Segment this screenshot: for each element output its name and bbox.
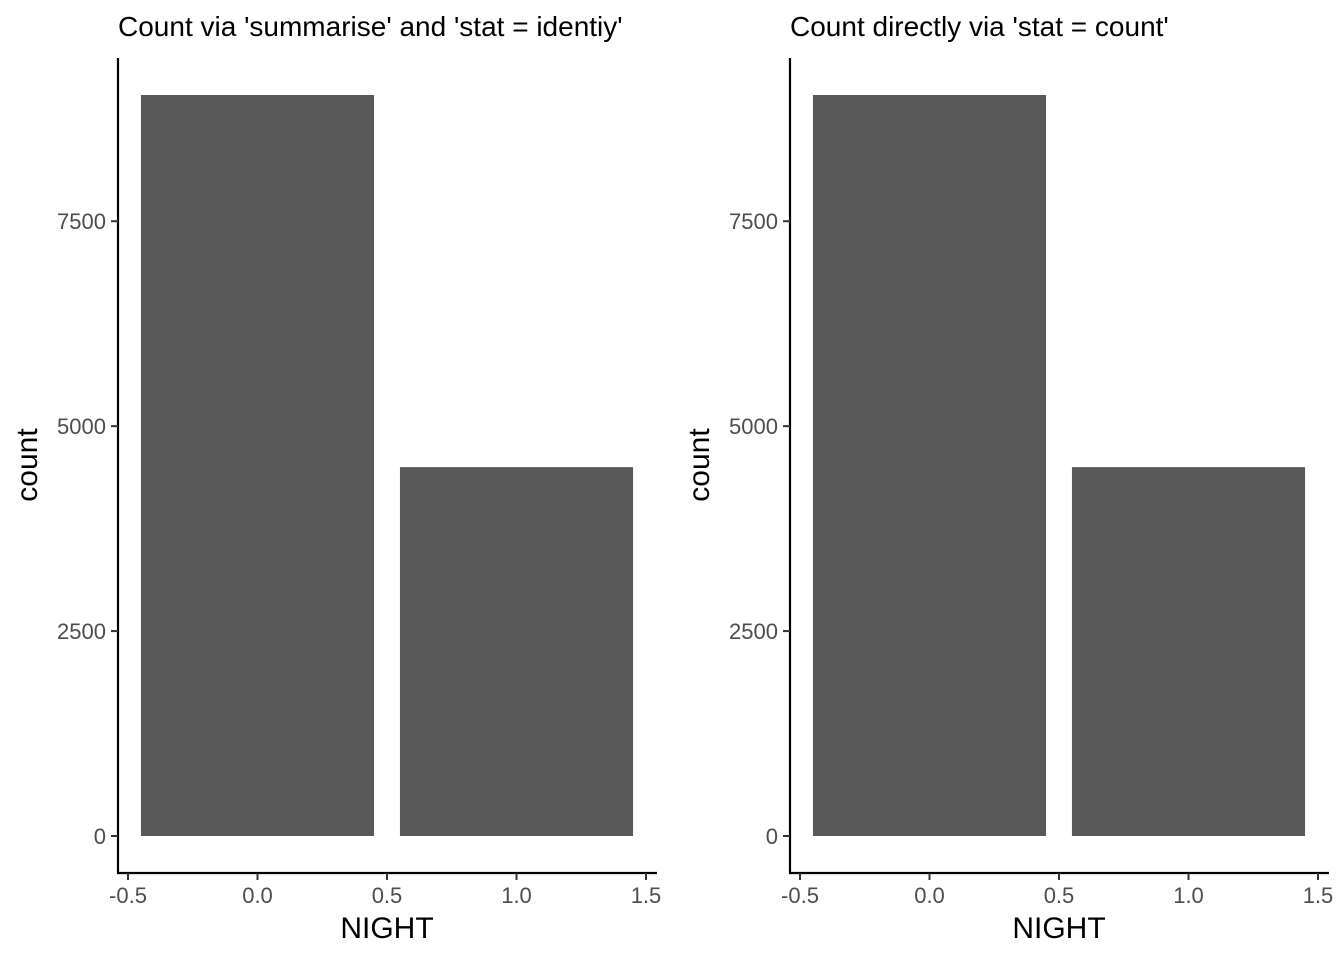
x-tick-label: 0.5 (1044, 883, 1075, 908)
x-tick-label: 0.5 (372, 883, 403, 908)
y-tick-label: 0 (766, 824, 778, 849)
y-axis-ticks: 0 2500 5000 7500 (729, 209, 790, 849)
y-tick-label: 7500 (57, 209, 106, 234)
chart-panel-stat-count: Count directly via 'stat = count' 0 2500 5… (683, 11, 1333, 945)
bar-night-1 (399, 467, 634, 836)
y-tick-label: 0 (94, 824, 106, 849)
y-tick-label: 5000 (729, 414, 778, 439)
x-tick-label: 1.5 (1303, 883, 1334, 908)
y-axis-title: count (11, 428, 44, 502)
y-axis-title: count (683, 428, 716, 502)
bar-group (140, 95, 634, 836)
bar-night-1 (1071, 467, 1306, 836)
chart-title: Count via 'summarise' and 'stat = identi… (118, 11, 623, 42)
x-tick-label: 0.0 (914, 883, 945, 908)
x-tick-label: 1.5 (631, 883, 662, 908)
x-axis-ticks: -0.5 0.0 0.5 1.0 1.5 (781, 873, 1333, 908)
bar-night-0 (140, 95, 375, 836)
chart-title: Count directly via 'stat = count' (790, 11, 1169, 42)
y-tick-label: 2500 (729, 619, 778, 644)
x-tick-label: 0.0 (242, 883, 273, 908)
x-axis-ticks: -0.5 0.0 0.5 1.0 1.5 (109, 873, 661, 908)
x-tick-label: -0.5 (781, 883, 819, 908)
x-tick-label: 1.0 (1173, 883, 1204, 908)
y-tick-label: 5000 (57, 414, 106, 439)
x-axis-title: NIGHT (1012, 912, 1105, 945)
x-tick-label: -0.5 (109, 883, 147, 908)
y-axis-ticks: 0 2500 5000 7500 (57, 209, 118, 849)
bar-night-0 (812, 95, 1047, 836)
chart-panel-summarise: Count via 'summarise' and 'stat = identi… (11, 11, 661, 945)
y-tick-label: 7500 (729, 209, 778, 234)
x-axis-title: NIGHT (340, 912, 433, 945)
y-tick-label: 2500 (57, 619, 106, 644)
x-tick-label: 1.0 (501, 883, 532, 908)
bar-group (812, 95, 1306, 836)
